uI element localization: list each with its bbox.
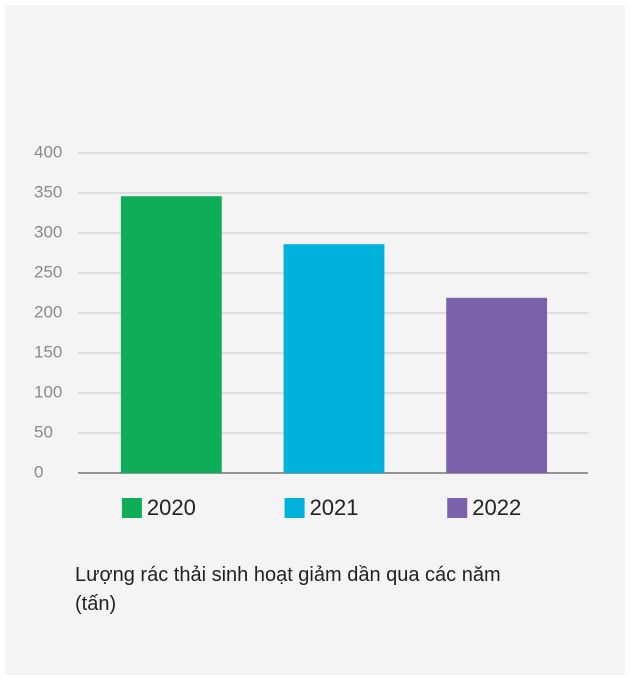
legend-label: 2021 <box>310 495 359 520</box>
y-tick-label: 0 <box>34 462 43 481</box>
y-tick-label: 150 <box>34 342 62 361</box>
legend-swatch <box>284 498 305 518</box>
legend-label: 2020 <box>147 495 196 520</box>
y-tick-label: 100 <box>34 382 62 401</box>
y-tick-label: 350 <box>34 182 62 201</box>
chart-title: Lượng rác thải sinh hoạt giảm dần qua cá… <box>75 564 501 615</box>
legend-swatch <box>121 498 142 518</box>
legend-label: 2022 <box>472 495 521 520</box>
bar <box>120 196 222 473</box>
y-tick-label: 400 <box>34 142 62 161</box>
bar <box>283 244 385 473</box>
y-tick-label: 300 <box>34 222 62 241</box>
y-tick-label: 200 <box>34 302 62 321</box>
y-tick-label: 50 <box>34 422 53 441</box>
y-tick-label: 250 <box>34 262 62 281</box>
legend-swatch <box>447 498 468 518</box>
bar <box>446 297 548 473</box>
